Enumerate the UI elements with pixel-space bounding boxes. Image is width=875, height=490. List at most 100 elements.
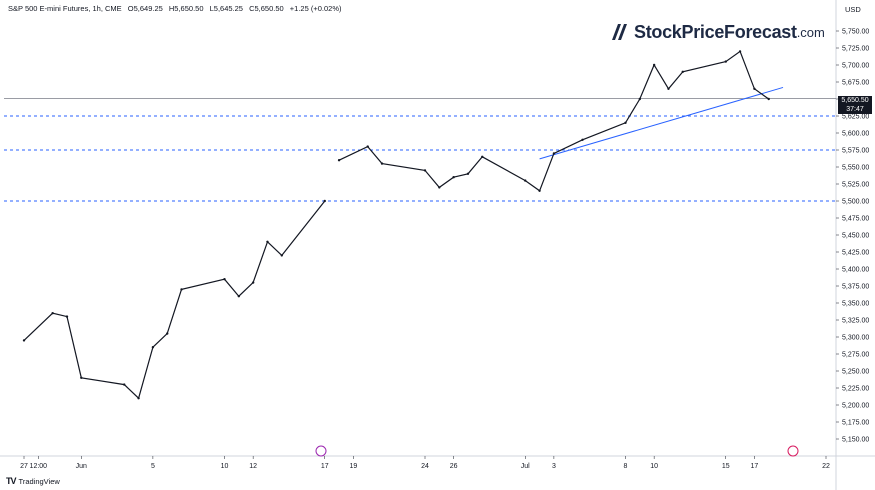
price-point[interactable] [438, 186, 441, 189]
price-point[interactable] [538, 189, 541, 192]
price-point[interactable] [423, 169, 427, 172]
price-tick-label: 5,350.00 [842, 301, 869, 308]
symbol-info-bar: S&P 500 E-mini Futures, 1h, CME O5,649.2… [8, 4, 346, 13]
price-point[interactable] [51, 312, 54, 315]
time-tick-label: 26 [450, 463, 458, 470]
price-tick-label: 5,600.00 [842, 131, 869, 138]
price-point[interactable] [466, 172, 470, 175]
price-point[interactable] [80, 376, 83, 379]
ohlc-low: L5,645.25 [209, 4, 243, 13]
time-tick-label: 8 [624, 463, 628, 470]
price-point[interactable] [223, 278, 226, 281]
price-tick-label: 5,525.00 [842, 182, 869, 189]
time-tick-label: 17 [750, 463, 758, 470]
trendline[interactable] [539, 86, 784, 160]
price-tick-label: 5,275.00 [842, 352, 869, 359]
price-point[interactable] [667, 87, 670, 91]
bar-countdown: 37:47 [846, 106, 864, 113]
price-tick-label: 5,375.00 [842, 284, 869, 291]
time-tick-label: 22 [822, 463, 830, 470]
price-point[interactable] [681, 70, 684, 74]
price-point[interactable] [123, 383, 126, 386]
ohlc-close: C5,650.50 [249, 4, 284, 13]
time-tick-label: Jun [76, 463, 87, 470]
time-tick-label: 27 [20, 463, 28, 470]
price-tick-label: 5,150.00 [842, 437, 869, 444]
time-tick-label: Jul [521, 463, 530, 470]
current-price: 5,650.50 [841, 97, 869, 104]
price-series-line[interactable] [338, 50, 770, 192]
price-point[interactable] [767, 97, 770, 101]
price-tick-label: 5,725.00 [842, 46, 869, 53]
price-change: +1.25 (+0.02%) [289, 4, 342, 13]
price-tick-label: 5,500.00 [842, 199, 869, 206]
price-point[interactable] [380, 162, 384, 165]
price-point[interactable] [638, 97, 642, 101]
watermark-logo: StockPriceForecast .com [608, 21, 825, 43]
price-point[interactable] [524, 179, 527, 182]
price-point[interactable] [581, 138, 584, 141]
price-point[interactable] [22, 339, 26, 342]
currency-label[interactable]: USD [845, 5, 861, 14]
price-point[interactable] [151, 346, 155, 349]
price-point[interactable] [266, 240, 269, 243]
time-tick-label: 5 [151, 463, 155, 470]
time-tick-label: 10 [221, 463, 229, 470]
watermark-brand: StockPriceForecast [634, 21, 797, 42]
time-tick-label: 10 [650, 463, 658, 470]
current-price-badge: 5,650.50 37:47 [838, 96, 872, 114]
price-tick-label: 5,450.00 [842, 233, 869, 240]
price-tick-label: 5,325.00 [842, 318, 869, 325]
time-tick-label: 12 [249, 463, 257, 470]
price-point[interactable] [280, 254, 283, 257]
price-point[interactable] [481, 155, 484, 158]
time-tick-label: 12:00 [30, 463, 48, 470]
price-point[interactable] [180, 288, 183, 291]
price-tick-label: 5,700.00 [842, 63, 869, 70]
tradingview-logo-icon: TV [6, 476, 16, 486]
price-point[interactable] [753, 87, 756, 91]
price-point[interactable] [337, 159, 341, 162]
symbol-title[interactable]: S&P 500 E-mini Futures, 1h, CME [8, 4, 122, 13]
tradingview-text: TradingView [18, 476, 60, 486]
price-tick-label: 5,225.00 [842, 386, 869, 393]
price-point[interactable] [366, 145, 369, 148]
price-tick-label: 5,400.00 [842, 267, 869, 274]
time-tick-label: 3 [552, 463, 556, 470]
time-tick-label: 17 [321, 463, 329, 470]
dividend-marker-icon[interactable] [787, 445, 799, 457]
event-marker-icon[interactable] [315, 445, 327, 457]
ohlc-high: H5,650.50 [168, 4, 204, 13]
ohlc-open: O5,649.25 [127, 4, 163, 13]
price-tick-label: 5,750.00 [842, 29, 869, 36]
price-point[interactable] [652, 63, 656, 67]
time-tick-label: 15 [722, 463, 730, 470]
price-tick-label: 5,625.00 [842, 114, 869, 121]
price-series-line[interactable] [23, 200, 326, 400]
price-point[interactable] [624, 121, 627, 125]
price-tick-label: 5,425.00 [842, 250, 869, 257]
price-point[interactable] [552, 152, 556, 155]
watermark-slash-icon [612, 24, 627, 40]
price-point[interactable] [65, 315, 69, 318]
price-point[interactable] [251, 281, 255, 284]
time-tick-label: 19 [349, 463, 357, 470]
price-point[interactable] [738, 50, 742, 53]
price-tick-label: 5,550.00 [842, 165, 869, 172]
price-tick-label: 5,200.00 [842, 403, 869, 410]
price-tick-label: 5,300.00 [842, 335, 869, 342]
time-tick-label: 24 [421, 463, 429, 470]
watermark-suffix: .com [796, 24, 825, 40]
price-tick-label: 5,675.00 [842, 80, 869, 87]
price-tick-label: 5,175.00 [842, 420, 869, 427]
tradingview-brand[interactable]: TV TradingView [6, 476, 60, 486]
price-point[interactable] [137, 397, 140, 400]
price-point[interactable] [452, 176, 455, 179]
price-point[interactable] [724, 60, 727, 63]
price-point[interactable] [237, 295, 241, 298]
price-point[interactable] [323, 199, 326, 203]
price-point[interactable] [166, 332, 169, 335]
price-tick-label: 5,475.00 [842, 216, 869, 223]
price-tick-label: 5,250.00 [842, 369, 869, 376]
